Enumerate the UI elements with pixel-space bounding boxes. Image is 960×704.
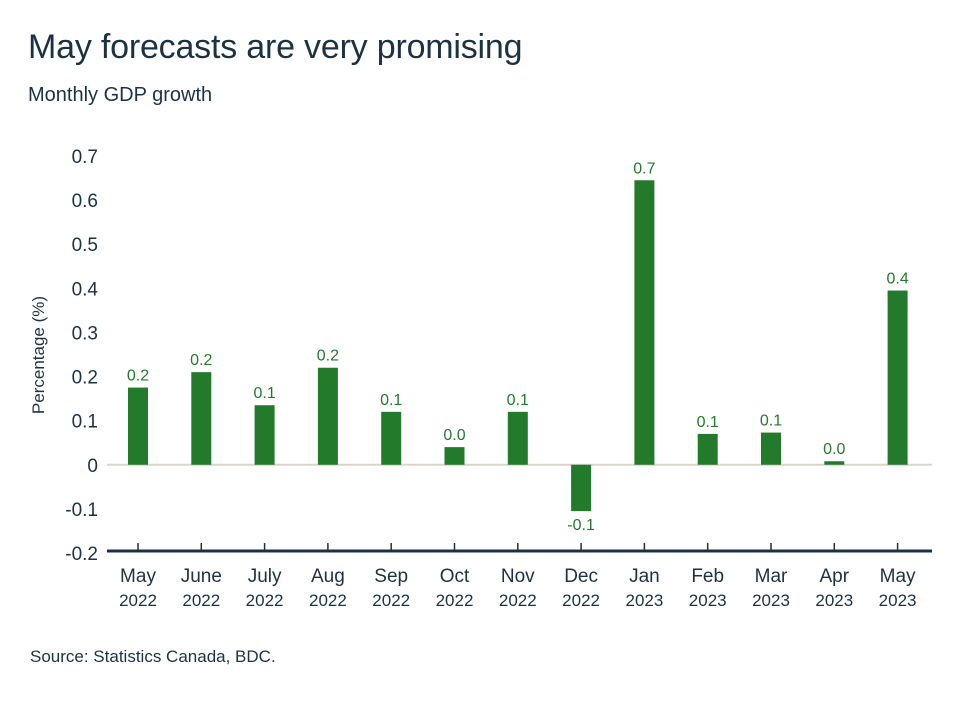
x-tick-label-year: 2023 <box>625 591 663 610</box>
y-axis-label: Percentage (%) <box>29 296 48 414</box>
x-tick-label-year: 2022 <box>182 591 220 610</box>
y-tick-label: 0.5 <box>72 235 98 256</box>
x-tick-label-month: Feb <box>691 566 724 587</box>
y-tick-label: 0.3 <box>72 323 98 344</box>
data-label: 0.0 <box>443 427 465 444</box>
bar <box>887 290 908 465</box>
source-note: Source: Statistics Canada, BDC. <box>30 647 276 666</box>
bar <box>191 372 212 465</box>
x-tick-label-month: May <box>880 566 916 587</box>
bars: 0.2 0.2 0.1 0.2 0.1 0.0 0.1 -0.1 0.7 0.1 0.1 0.0 0.4 <box>127 160 909 534</box>
x-tick-label-year: 2022 <box>436 591 474 610</box>
y-tick-label: -0.1 <box>65 500 98 521</box>
x-tick-label-year: 2022 <box>499 591 537 610</box>
x-tick-label-year: 2023 <box>752 591 790 610</box>
bar <box>317 367 338 465</box>
data-label: 0.1 <box>760 413 782 430</box>
y-tick-label: 0 <box>87 456 98 477</box>
data-label: 0.7 <box>633 160 655 177</box>
y-tick-label: 0.2 <box>72 368 98 389</box>
bar <box>697 433 718 465</box>
bar <box>128 387 148 465</box>
x-tick-label-year: 2022 <box>562 591 600 610</box>
bar <box>824 461 845 465</box>
data-label: 0.2 <box>190 352 212 369</box>
x-tick-label-year: 2022 <box>372 591 410 610</box>
x-tick-label-month: Jan <box>629 566 660 587</box>
chart-title: May forecasts are very promising <box>28 28 523 66</box>
x-tick-label-year: 2022 <box>246 591 284 610</box>
bar <box>254 405 275 465</box>
x-tick-label-year: 2023 <box>689 591 727 610</box>
y-tick-label: -0.2 <box>65 544 98 565</box>
data-label: 0.2 <box>127 368 149 385</box>
x-axis-ticks: May 2022 June 2022 July 2022 Aug 2022 Sep 2022 Oct… <box>119 543 917 610</box>
x-tick-label-month: Sep <box>374 566 408 587</box>
x-tick-label-month: Aug <box>311 566 345 587</box>
data-label: 0.1 <box>253 385 275 402</box>
x-tick-label-year: 2023 <box>815 591 853 610</box>
y-tick-label: 0.1 <box>72 412 98 433</box>
x-tick-label-month: Oct <box>440 566 470 587</box>
x-tick-label-year: 2023 <box>879 591 917 610</box>
bar <box>571 464 592 512</box>
data-label: 0.1 <box>507 392 529 409</box>
chart-subtitle: Monthly GDP growth <box>28 84 213 106</box>
bar <box>761 432 781 465</box>
x-tick-label-month: May <box>120 566 156 587</box>
data-label: 0.4 <box>886 271 908 288</box>
bar <box>444 447 465 465</box>
y-tick-label: 0.4 <box>72 279 99 300</box>
x-tick-label-month: Dec <box>564 566 598 587</box>
y-tick-label: 0.7 <box>72 147 98 168</box>
data-label: 0.0 <box>823 441 845 458</box>
y-tick-label: 0.6 <box>72 191 98 212</box>
x-tick-label-month: July <box>248 566 282 587</box>
bar <box>634 180 655 465</box>
data-label: 0.2 <box>317 348 339 365</box>
data-label: 0.1 <box>697 414 719 431</box>
x-tick-label-month: Apr <box>820 566 850 587</box>
x-tick-label-month: Mar <box>755 566 788 587</box>
x-tick-label-year: 2022 <box>309 591 347 610</box>
y-axis-ticks: 0.7 0.6 0.5 0.4 0.3 0.2 0.1 0 -0.1 -0.2 <box>65 147 98 565</box>
x-tick-label-year: 2022 <box>119 591 157 610</box>
x-tick-label-month: June <box>181 566 222 587</box>
bar <box>381 411 402 465</box>
bar <box>507 411 528 465</box>
x-tick-label-month: Nov <box>501 566 535 587</box>
data-label: 0.1 <box>380 392 402 409</box>
data-label: -0.1 <box>567 517 595 534</box>
